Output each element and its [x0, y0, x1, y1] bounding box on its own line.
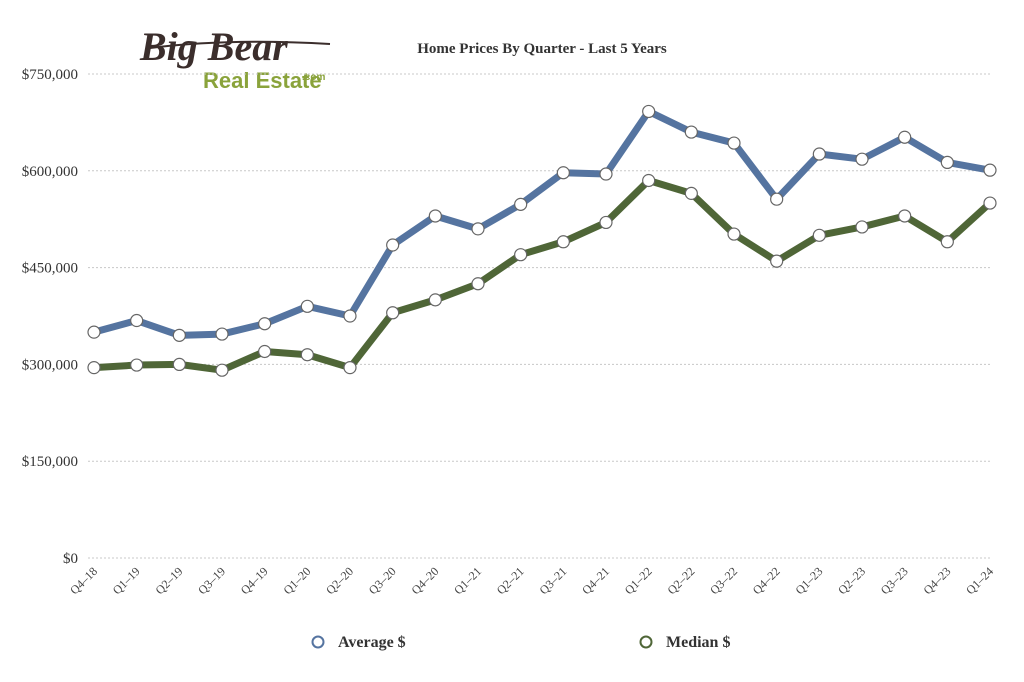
- data-point[interactable]: [599, 215, 613, 230]
- data-point[interactable]: [556, 235, 570, 249]
- chart-title: Home Prices By Quarter - Last 5 Years: [417, 41, 667, 57]
- data-point[interactable]: [471, 277, 485, 291]
- x-tick-label: Q1–22: [622, 564, 655, 597]
- data-point[interactable]: [940, 155, 954, 170]
- data-point[interactable]: [898, 130, 912, 144]
- data-point[interactable]: [386, 238, 400, 252]
- data-point[interactable]: [514, 197, 528, 211]
- data-point[interactable]: [343, 361, 357, 375]
- data-point[interactable]: [258, 344, 272, 359]
- x-tick-label: Q1–23: [792, 564, 825, 597]
- y-tick-label: $750,000: [22, 67, 78, 83]
- data-point[interactable]: [514, 248, 528, 262]
- x-tick-label: Q1–19: [110, 564, 143, 597]
- series-average: [87, 104, 997, 342]
- y-tick-label: $0: [63, 551, 78, 567]
- legend-label: Average $: [338, 634, 406, 651]
- data-point[interactable]: [727, 136, 741, 150]
- x-tick-label: Q1–21: [451, 564, 484, 597]
- y-tick-label: $600,000: [22, 164, 78, 180]
- data-point[interactable]: [130, 358, 144, 372]
- data-point[interactable]: [300, 299, 314, 313]
- data-point[interactable]: [343, 309, 357, 323]
- data-point[interactable]: [172, 357, 186, 371]
- series-lines: [87, 104, 997, 377]
- x-tick-label: Q3–21: [536, 564, 569, 597]
- data-point[interactable]: [983, 196, 997, 210]
- x-tick-label: Q4–19: [238, 564, 271, 597]
- data-point[interactable]: [770, 254, 784, 268]
- data-point[interactable]: [172, 328, 186, 342]
- legend-item[interactable]: Average $: [311, 634, 406, 651]
- data-point[interactable]: [215, 363, 229, 377]
- data-point[interactable]: [556, 166, 570, 180]
- data-point[interactable]: [428, 293, 442, 307]
- x-tick-label: Q2–20: [323, 564, 356, 597]
- data-point[interactable]: [428, 209, 442, 223]
- data-point[interactable]: [812, 228, 826, 242]
- x-tick-label: Q1–20: [280, 564, 313, 597]
- logo-swash: [149, 40, 331, 49]
- x-tick-label: Q1–24: [963, 564, 996, 597]
- data-point[interactable]: [471, 222, 485, 236]
- series-line: [90, 176, 994, 374]
- x-tick-label: Q2–19: [152, 564, 185, 597]
- data-point[interactable]: [983, 163, 997, 177]
- data-point[interactable]: [215, 327, 229, 341]
- x-tick-label: Q3–22: [707, 564, 740, 597]
- data-point[interactable]: [812, 147, 826, 161]
- logo-line2: Real Estate: [203, 68, 322, 93]
- legend-marker: [639, 635, 653, 649]
- data-point[interactable]: [300, 348, 314, 362]
- data-point[interactable]: [87, 325, 101, 339]
- legend-label: Median $: [666, 634, 730, 651]
- data-point[interactable]: [684, 186, 698, 200]
- data-point[interactable]: [386, 306, 400, 320]
- data-point[interactable]: [642, 104, 656, 119]
- x-axis-ticks: Q4–18 Q1–19 Q2–19 Q3–19 Q4–19 Q1–20 Q2–20 Q3–20…: [67, 564, 996, 597]
- y-axis-ticks: $0 $150,000 $300,000 $450,000 $600,000 $750,0…: [22, 67, 78, 567]
- data-point[interactable]: [684, 125, 698, 139]
- x-tick-label: Q2–21: [494, 564, 527, 597]
- x-tick-label: Q3–19: [195, 564, 228, 597]
- data-point[interactable]: [855, 220, 869, 234]
- x-tick-label: Q4–20: [408, 564, 441, 597]
- y-tick-label: $450,000: [22, 261, 78, 277]
- data-point[interactable]: [130, 313, 144, 328]
- x-tick-label: Q2–23: [835, 564, 868, 597]
- data-point[interactable]: [855, 152, 869, 166]
- x-tick-label: Q3–20: [366, 564, 399, 597]
- data-point[interactable]: [258, 317, 272, 331]
- data-point[interactable]: [599, 167, 613, 181]
- data-point[interactable]: [727, 227, 741, 241]
- y-tick-label: $150,000: [22, 454, 78, 470]
- x-tick-label: Q3–23: [878, 564, 911, 597]
- grid-lines: [88, 73, 990, 559]
- x-tick-label: Q2–22: [664, 564, 697, 597]
- data-point[interactable]: [87, 361, 101, 375]
- y-tick-label: $300,000: [22, 357, 78, 373]
- series-median: [87, 173, 997, 377]
- logo-suffix: .com: [302, 72, 325, 83]
- x-tick-label: Q4–22: [750, 564, 783, 597]
- data-point[interactable]: [770, 192, 784, 206]
- data-point[interactable]: [940, 235, 954, 249]
- x-tick-label: Q4–23: [920, 564, 953, 597]
- x-tick-label: Q4–18: [67, 564, 100, 597]
- big-bear-real-estate-logo: Big Bear Real Estate .com: [139, 24, 331, 93]
- legend-marker: [311, 635, 325, 649]
- series-line: [90, 107, 994, 339]
- data-point[interactable]: [642, 173, 656, 188]
- x-tick-label: Q4–21: [579, 564, 612, 597]
- legend: Average $ Median $: [311, 634, 731, 651]
- data-point[interactable]: [898, 209, 912, 223]
- legend-item[interactable]: Median $: [639, 634, 731, 651]
